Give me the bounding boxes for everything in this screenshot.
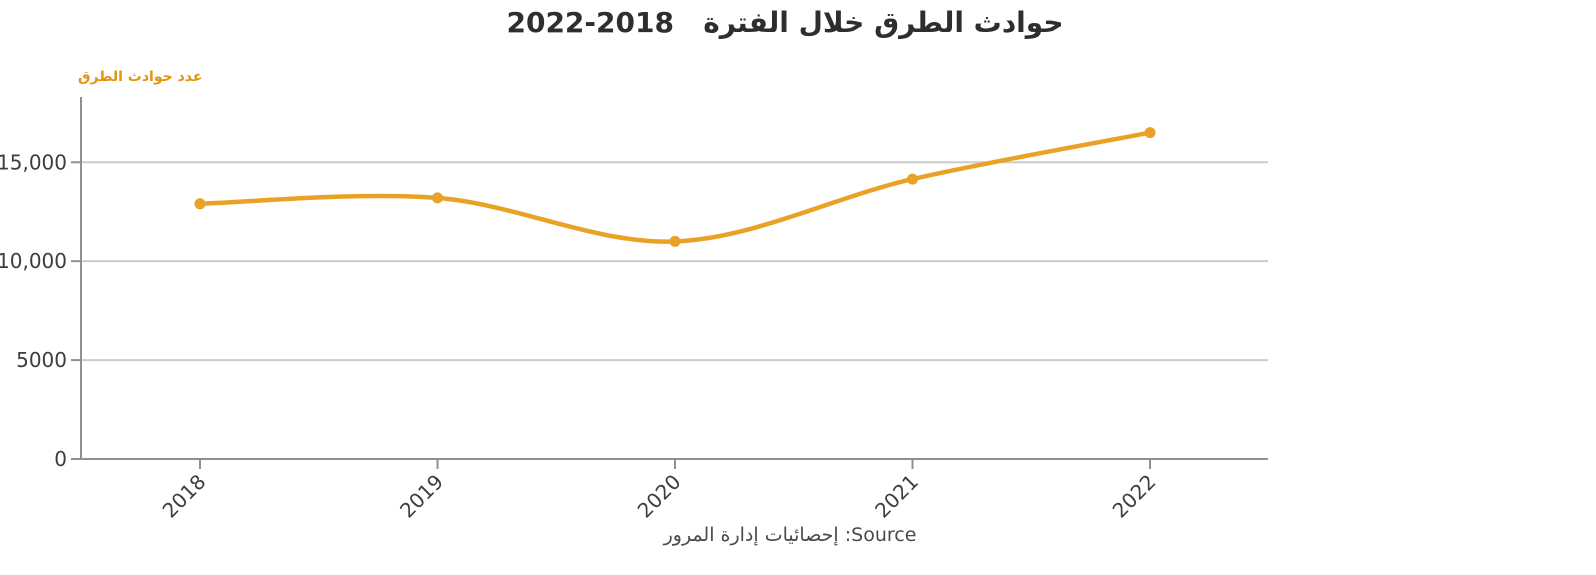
y-tick-label: 10,000: [0, 249, 67, 273]
x-tick-label: 2021: [870, 470, 923, 523]
chart-title: حوادث الطرق خلال الفترة 2022-2018: [0, 6, 1570, 39]
series-line: [197, 130, 1153, 244]
y-tick-label: 15,000: [0, 150, 67, 174]
x-tick-label: 2018: [158, 470, 211, 523]
source-note: Source: إحصائيات إدارة المرور: [663, 524, 917, 546]
y-axis-title: عدد حوادث الطرق: [78, 69, 203, 85]
x-tick-label: 2022: [1108, 470, 1161, 523]
data-point: [432, 192, 443, 204]
x-tick-label: 2020: [633, 470, 686, 523]
chart-title-text: حوادث الطرق خلال الفترة: [703, 6, 1064, 39]
chart-title-range: 2022-2018: [506, 6, 674, 39]
x-tick-label: 2019: [395, 470, 448, 523]
data-point: [669, 235, 681, 247]
y-tick-label: 0: [54, 447, 67, 471]
data-point: [1144, 127, 1156, 139]
data-point: [194, 198, 206, 210]
data-point: [907, 173, 918, 185]
y-tick-label: 5000: [16, 348, 67, 372]
